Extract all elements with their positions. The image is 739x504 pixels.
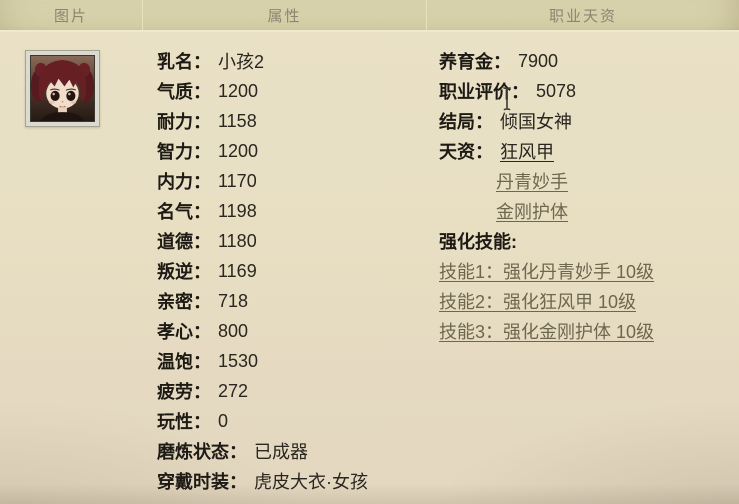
attr-value: 800	[218, 320, 249, 341]
attr-label: 穿戴时装：	[157, 472, 247, 492]
attr-label: 乳名：	[157, 52, 211, 72]
attr-value: 272	[218, 380, 249, 401]
career-panel: 养育金： 7900 职业评价： 5078 结局： 倾国女神 天资： 狂风甲 丹青妙手 金…	[439, 46, 654, 346]
attr-label: 名气：	[157, 202, 211, 222]
column-header-career-talent: 职业天资	[548, 7, 617, 25]
attr-label: 叛逆：	[157, 262, 211, 282]
attr-value: 718	[218, 290, 249, 311]
career-value: 7900	[518, 50, 559, 71]
attr-value: 1180	[218, 230, 257, 251]
attr-row-temperament: 气质： 1200	[157, 76, 368, 106]
attr-value: 1198	[218, 200, 257, 221]
career-value: 倾国女神	[500, 112, 572, 132]
attr-row-training-status: 磨炼状态： 已成器	[157, 436, 368, 466]
attr-label: 道德：	[157, 232, 211, 252]
attr-value: 1530	[218, 350, 259, 371]
skills-title: 强化技能:	[439, 232, 517, 252]
career-row-upbringing-fund: 养育金： 7900	[439, 46, 654, 76]
attr-value: 0	[218, 410, 229, 431]
attr-value: 已成器	[254, 442, 308, 462]
attr-row-outfit: 穿戴时装： 虎皮大衣·女孩	[157, 466, 368, 496]
attr-row-fatigue: 疲劳： 272	[157, 376, 368, 406]
talent-link-kuangfengjia[interactable]: 狂风甲	[500, 142, 554, 162]
talent-link-row: 丹青妙手	[439, 166, 654, 196]
attr-value: 1170	[218, 170, 257, 191]
career-label: 天资：	[439, 142, 493, 162]
attr-label: 亲密：	[157, 292, 211, 312]
career-row-career-rating: 职业评价： 5078	[439, 76, 654, 106]
attr-value: 虎皮大衣·女孩	[254, 472, 368, 492]
attr-value: 1200	[218, 140, 259, 161]
attr-value: 1200	[218, 80, 259, 101]
attr-row-endurance: 耐力： 1158	[157, 106, 368, 136]
career-label: 养育金：	[439, 52, 511, 72]
portrait-frame	[25, 50, 100, 127]
attr-row-playfulness: 玩性： 0	[157, 406, 368, 436]
attr-label: 温饱：	[157, 352, 211, 372]
career-row-ending: 结局： 倾国女神	[439, 106, 654, 136]
talent-link-row: 金刚护体	[439, 196, 654, 226]
attr-label: 内力：	[157, 172, 211, 192]
skill-link-row: 技能3：强化金刚护体 10级	[439, 316, 654, 346]
skill-link-1[interactable]: 技能1：强化丹青妙手 10级	[439, 262, 655, 282]
talent-link-jingangguti[interactable]: 金刚护体	[496, 202, 568, 222]
attr-row-satiety: 温饱： 1530	[157, 346, 368, 376]
attr-value: 小孩2	[218, 52, 265, 72]
attr-row-filial-piety: 孝心： 800	[157, 316, 368, 346]
skill-link-row: 技能1：强化丹青妙手 10级	[439, 256, 654, 286]
talent-link-danqingmiaoshou[interactable]: 丹青妙手	[496, 172, 568, 192]
attr-row-inner-power: 内力： 1170	[157, 166, 368, 196]
career-value: 5078	[536, 80, 577, 101]
career-label: 结局：	[439, 112, 493, 132]
attr-value: 1158	[218, 110, 257, 131]
attr-row-intimacy: 亲密： 718	[157, 286, 368, 316]
attr-row-intelligence: 智力： 1200	[157, 136, 368, 166]
child-avatar-icon	[31, 56, 94, 121]
attr-label: 磨炼状态：	[157, 442, 247, 462]
attr-label: 孝心：	[157, 322, 211, 342]
attr-row-rebellion: 叛逆： 1169	[157, 256, 368, 286]
attr-label: 疲劳：	[157, 382, 211, 402]
attributes-list: 乳名： 小孩2 气质： 1200 耐力： 1158 智力： 1200 内力： 1170 名…	[157, 46, 368, 496]
skills-title-row: 强化技能:	[439, 226, 654, 256]
skill-link-row: 技能2：强化狂风甲 10级	[439, 286, 654, 316]
column-header-picture: 图片	[53, 7, 88, 25]
attr-label: 气质：	[157, 82, 211, 102]
attr-row-morality: 道德： 1180	[157, 226, 368, 256]
attr-value: 1169	[218, 260, 257, 281]
attr-label: 耐力：	[157, 112, 211, 132]
attr-label: 玩性：	[157, 412, 211, 432]
child-avatar	[30, 55, 95, 122]
attr-row-nickname: 乳名： 小孩2	[157, 46, 368, 76]
skill-link-3[interactable]: 技能3：强化金刚护体 10级	[439, 322, 655, 342]
career-label: 职业评价：	[439, 82, 529, 102]
column-header-attributes: 属性	[142, 0, 427, 30]
career-row-talent: 天资： 狂风甲	[439, 136, 654, 166]
attr-row-fame: 名气： 1198	[157, 196, 368, 226]
attr-label: 智力：	[157, 142, 211, 162]
table-header: 图片 属性 职业天资	[0, 0, 739, 32]
skill-link-2[interactable]: 技能2：强化狂风甲 10级	[439, 292, 637, 312]
